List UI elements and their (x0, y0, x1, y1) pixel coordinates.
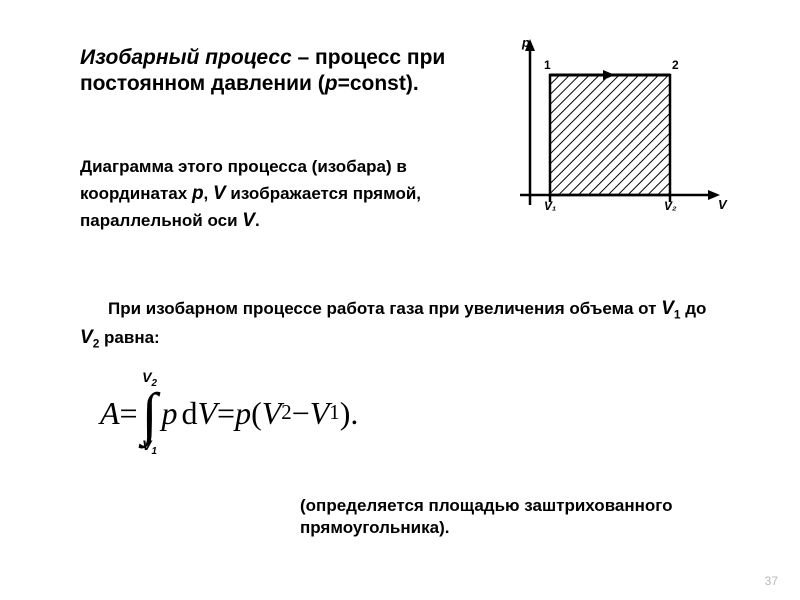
axis-p-label: p (521, 35, 530, 50)
work-formula: A = V2 ∫ V1 p dV = p(V2 − V1). (100, 370, 358, 456)
desc-p: p (192, 183, 204, 204)
f-eq2: = (217, 395, 235, 432)
p2-v1: V (661, 298, 674, 319)
heading: Изобарный процесс – процесс при постоянн… (80, 45, 460, 98)
tick-v1: V₁ (544, 199, 556, 213)
heading-close: ). (406, 72, 419, 95)
desc-comma: , (204, 184, 213, 203)
f-minus: − (292, 395, 310, 432)
axis-v-label: V (718, 197, 728, 212)
tick-v2: V₂ (664, 199, 677, 213)
f-p2: p (235, 395, 251, 432)
int-lower-sub: 1 (151, 446, 156, 457)
f-close: ). (340, 395, 359, 432)
f-A: A (100, 395, 120, 432)
page-number: 37 (765, 574, 778, 588)
desc-v: V (213, 183, 226, 204)
heading-p: p (325, 72, 338, 95)
point-2: 2 (672, 58, 679, 72)
integral: V2 ∫ V1 (142, 370, 158, 456)
p2-v2: V (80, 327, 93, 348)
f-Vb: V (310, 395, 330, 432)
pv-diagram: p V V₁ V₂ 1 2 (500, 35, 730, 225)
description: Диаграмма этого процесса (изобара) в коо… (80, 155, 470, 235)
f-sa: 2 (281, 401, 291, 425)
desc-v2: V (242, 210, 255, 231)
integral-sign: ∫ (142, 389, 158, 438)
desc-period: . (255, 211, 260, 230)
f-V: V (197, 395, 217, 432)
point-1: 1 (544, 58, 551, 72)
f-sb: 1 (329, 401, 339, 425)
f-p: p (161, 395, 177, 432)
heading-term: Изобарный процесс (80, 46, 292, 69)
work-paragraph: При изобарном процессе работа газа при у… (80, 295, 720, 352)
p2-b: до (681, 299, 707, 318)
f-open: ( (251, 395, 262, 432)
f-eq1: = (120, 395, 138, 432)
f-Va: V (262, 395, 282, 432)
p2-s1: 1 (674, 307, 681, 321)
note-text: (определяется площадью заштрихованного п… (300, 496, 673, 537)
p2-a: При изобарном процессе работа газа при у… (108, 299, 661, 318)
note: (определяется площадью заштрихованного п… (300, 495, 700, 539)
f-d: d (181, 395, 197, 432)
p2-c: равна: (99, 328, 159, 347)
heading-const: =const (338, 72, 406, 95)
